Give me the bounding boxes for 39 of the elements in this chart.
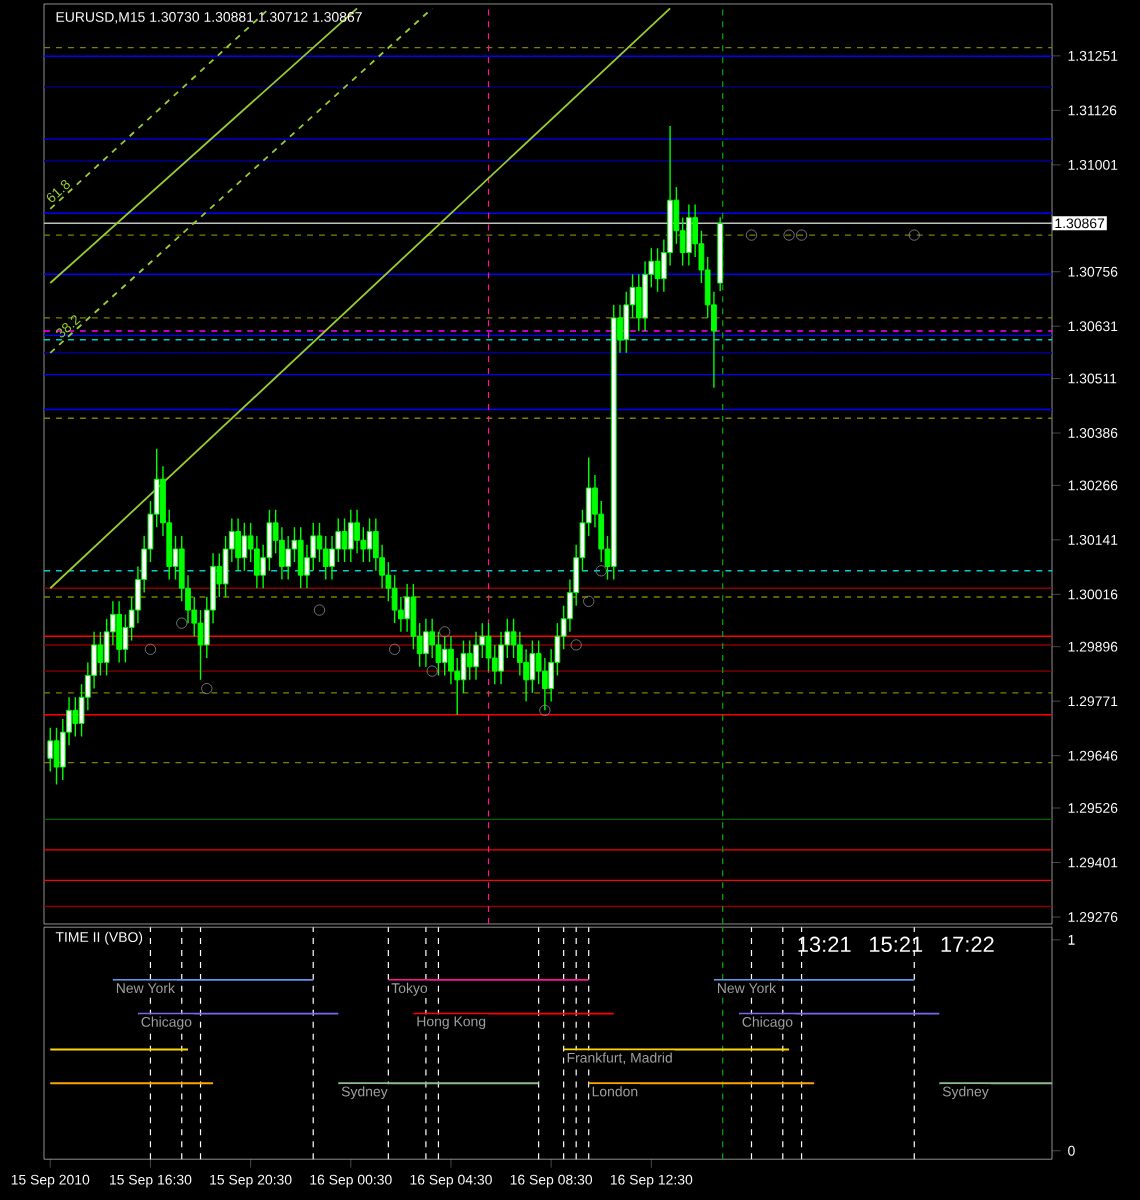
point <box>176 617 188 629</box>
candlestick <box>235 517 241 572</box>
point <box>795 229 808 241</box>
candlestick <box>341 517 348 563</box>
point <box>595 565 607 577</box>
candlestick <box>423 618 429 668</box>
candlestick <box>404 583 411 633</box>
annotation: 13:21 <box>798 936 851 953</box>
candlestick <box>354 509 360 555</box>
candlestick <box>635 273 642 332</box>
point <box>783 229 795 241</box>
point <box>313 604 326 616</box>
candlestick <box>654 247 661 293</box>
candlestick <box>47 727 54 773</box>
point <box>439 626 451 638</box>
candlestick <box>529 639 536 694</box>
candlestick <box>241 522 248 572</box>
annotation: 15:21 <box>870 936 923 953</box>
candlestick <box>473 631 479 681</box>
candlestick <box>466 639 473 681</box>
candlestick <box>297 526 304 589</box>
point <box>539 704 551 716</box>
candlestick <box>285 535 292 581</box>
candlestick <box>53 727 60 786</box>
point <box>389 643 401 655</box>
annotation: 17:22 <box>941 936 994 952</box>
point <box>908 229 920 241</box>
candlestick <box>97 631 104 677</box>
point <box>426 665 438 677</box>
candlestick <box>686 203 692 267</box>
point <box>583 595 595 607</box>
candlestick <box>72 696 79 738</box>
candlestick <box>116 600 123 664</box>
point <box>745 229 758 241</box>
point <box>144 643 157 655</box>
point <box>570 639 582 651</box>
candlestick <box>366 517 373 563</box>
point <box>201 682 213 695</box>
candlestick <box>347 509 354 563</box>
